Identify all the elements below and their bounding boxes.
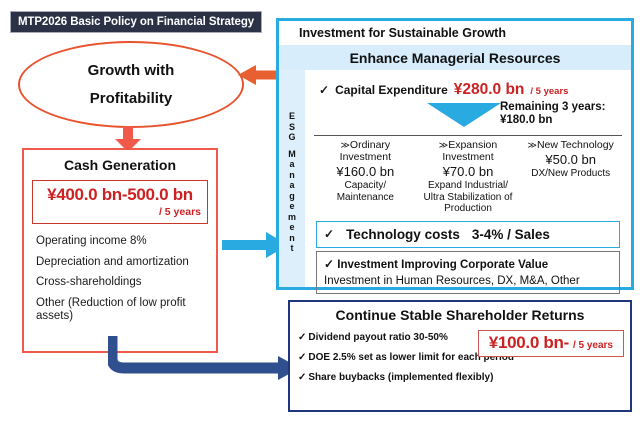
esg-rail-char: S	[288, 121, 295, 132]
column-head-label: Ordinary Investment	[339, 139, 392, 163]
shareholder-returns-amount: ¥100.0 bn-	[488, 333, 569, 352]
blue-right-arrow-icon	[222, 232, 288, 258]
esg-rail-char: n	[289, 169, 295, 180]
cash-generation-amount: ¥400.0 bn-500.0 bn	[47, 185, 193, 204]
growth-line-1: Growth with	[87, 62, 175, 79]
check-icon: ✓	[319, 83, 330, 97]
shareholder-returns-amount-box: ¥100.0 bn- / 5 years	[477, 330, 624, 357]
page-title: MTP2026 Basic Policy on Financial Strate…	[17, 16, 255, 28]
check-icon: ✓	[324, 256, 335, 271]
check-icon: ✓	[298, 372, 307, 383]
list-item-label: DOE 2.5% set as lower limit for each per…	[308, 352, 515, 363]
capital-expenditure-amount: ¥280.0 bn	[453, 81, 525, 98]
investment-column-ordinary: ≫Ordinary Investment ¥160.0 bn Capacity/…	[314, 139, 417, 215]
esg-rail-char: n	[289, 232, 295, 243]
shareholder-returns-period: / 5 years	[572, 340, 613, 351]
list-item: ✓ Dividend payout ratio 30-50%	[298, 332, 622, 343]
column-description: DX/New Products	[531, 168, 611, 179]
esg-management-rail: E S G M a n a g e m e n t	[279, 70, 305, 287]
check-icon: ✓	[298, 352, 307, 363]
esg-rail-char: a	[289, 159, 295, 170]
esg-rail-char: G	[288, 132, 296, 143]
remaining-line-2: ¥180.0 bn	[500, 114, 553, 126]
column-description: Expand Industrial/ Ultra Stabilization o…	[423, 180, 513, 214]
column-amount: ¥160.0 bn	[336, 164, 395, 179]
technology-costs-box: ✓ Technology costs 3-4% / Sales	[316, 220, 620, 248]
investment-column-new-technology: ≫New Technology ¥50.0 bn DX/New Products	[519, 139, 622, 215]
corporate-value-sub: Investment in Human Resources, DX, M&A, …	[324, 274, 580, 287]
technology-costs-label: Technology costs	[346, 226, 460, 242]
esg-rail-char: a	[289, 180, 295, 191]
orange-left-arrow-icon	[238, 64, 300, 86]
cash-generation-source-list: Operating income 8% Depreciation and amo…	[36, 235, 216, 324]
cash-generation-amount-box: ¥400.0 bn-500.0 bn / 5 years	[32, 180, 208, 224]
investment-sustainable-growth-panel: Investment for Sustainable Growth Enhanc…	[276, 18, 634, 294]
cash-generation-panel: Cash Generation ¥400.0 bn-500.0 bn / 5 y…	[22, 148, 218, 353]
technology-costs-value: 3-4% / Sales	[471, 226, 550, 242]
list-item-label: Dividend payout ratio 30-50%	[308, 332, 448, 343]
column-head-label: New Technology	[536, 139, 614, 151]
corporate-value-box: ✓ Investment Improving Corporate Value I…	[316, 250, 620, 294]
growth-line-2: Profitability	[89, 90, 173, 107]
remaining-line-1: Remaining 3 years:	[500, 101, 606, 113]
cash-generation-period: / 5 years	[158, 206, 201, 218]
page-title-bar: MTP2026 Basic Policy on Financial Strate…	[10, 11, 262, 33]
esg-rail-char: E	[288, 111, 295, 122]
corporate-value-head: ✓ Investment Improving Corporate Value	[324, 257, 612, 271]
list-item: Other (Reduction of low profit assets)	[36, 296, 186, 323]
capital-expenditure-period: / 5 years	[530, 86, 569, 97]
esg-rail-char: g	[289, 190, 295, 201]
esg-rail-char: M	[288, 148, 296, 159]
corporate-value-head-label: Investment Improving Corporate Value	[337, 258, 549, 271]
list-item: ✓ Share buybacks (implemented flexibly)	[298, 372, 622, 383]
capital-expenditure-row: ✓ Capital Expenditure ¥280.0 bn / 5 year…	[312, 81, 624, 99]
remaining-years-text: Remaining 3 years: ¥180.0 bn	[500, 101, 605, 127]
check-icon: ✓	[324, 227, 335, 241]
growth-with-profitability-ellipse: Growth with Profitability	[18, 41, 244, 128]
red-down-arrow-icon	[115, 126, 141, 152]
chevron-right-icon: ≫	[527, 140, 537, 150]
column-head: ≫New Technology	[521, 139, 620, 151]
investment-column-expansion: ≫Expansion Investment ¥70.0 bn Expand In…	[417, 139, 520, 215]
esg-rail-char: e	[289, 222, 295, 233]
navy-elbow-arrow-icon	[106, 336, 300, 386]
column-description: Capacity/ Maintenance	[336, 180, 394, 203]
cash-generation-title: Cash Generation	[63, 157, 177, 173]
investment-panel-subheader: Enhance Managerial Resources	[279, 45, 631, 70]
shareholder-returns-rows: ¥100.0 bn- / 5 years ✓ Dividend payout r…	[290, 330, 630, 383]
shareholder-returns-panel: Continue Stable Shareholder Returns ¥100…	[288, 300, 632, 412]
list-item: ✓ DOE 2.5% set as lower limit for each p…	[298, 352, 622, 363]
esg-rail-char: e	[289, 201, 295, 212]
list-item-label: Share buybacks (implemented flexibly)	[308, 372, 494, 383]
investment-panel-header: Investment for Sustainable Growth	[299, 26, 506, 40]
list-item: Operating income 8%	[36, 235, 147, 247]
remaining-years-group: Remaining 3 years: ¥180.0 bn	[312, 101, 624, 135]
column-amount: ¥50.0 bn	[545, 152, 596, 167]
chevron-right-icon: ≫	[340, 140, 350, 150]
check-icon: ✓	[298, 332, 307, 343]
column-head: ≫Ordinary Investment	[316, 139, 415, 163]
column-amount: ¥70.0 bn	[442, 164, 494, 179]
cyan-down-triangle-icon	[427, 103, 501, 127]
column-head: ≫Expansion Investment	[419, 139, 518, 163]
esg-rail-char: t	[290, 243, 294, 254]
esg-rail-char: m	[287, 211, 296, 222]
investment-breakdown-columns: ≫Ordinary Investment ¥160.0 bn Capacity/…	[312, 139, 624, 215]
capital-expenditure-label: Capital Expenditure	[335, 83, 448, 97]
list-item: Depreciation and amortization	[36, 255, 189, 268]
shareholder-returns-title: Continue Stable Shareholder Returns	[335, 307, 585, 323]
column-head-label: Expansion Investment	[442, 139, 498, 163]
columns-divider	[314, 135, 622, 136]
list-item: Cross-shareholdings	[36, 276, 142, 288]
chevron-right-icon: ≫	[438, 140, 449, 150]
